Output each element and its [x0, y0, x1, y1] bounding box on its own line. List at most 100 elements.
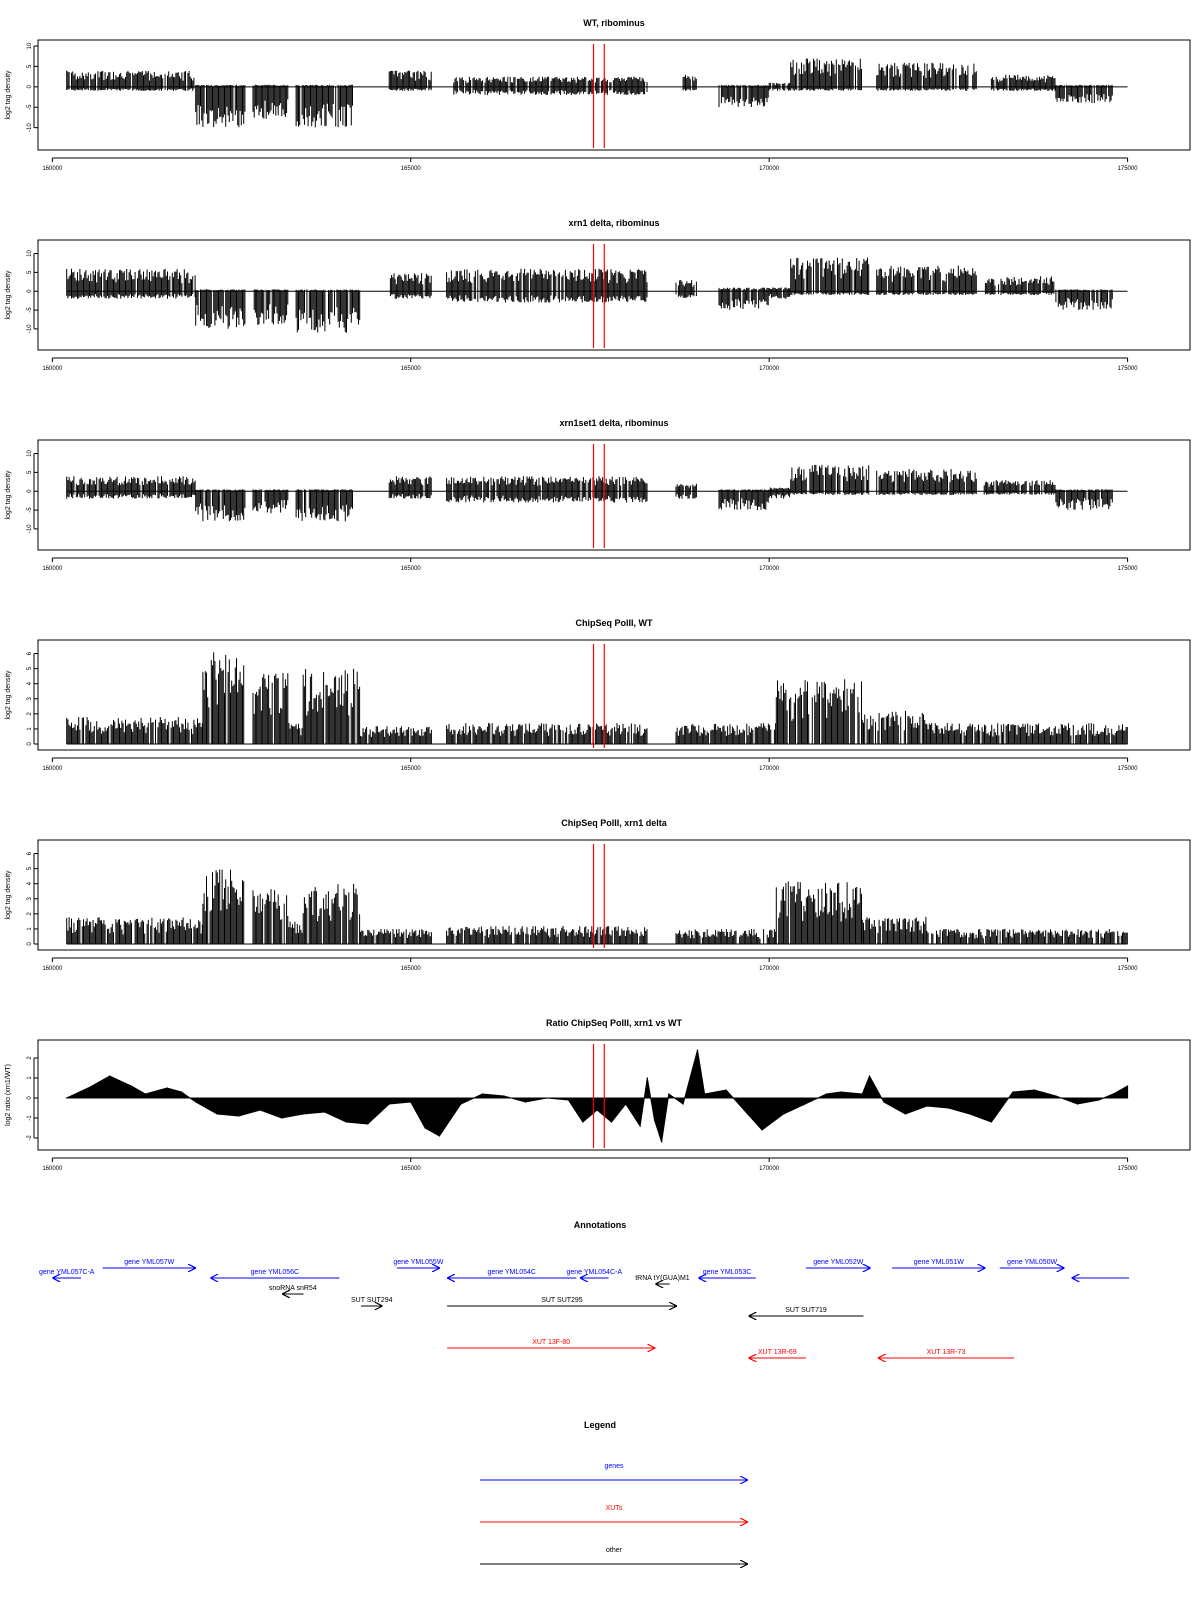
x-tick-label: 175000 — [1118, 166, 1139, 172]
ratio-point-7 — [180, 1091, 182, 1093]
signal-bars — [202, 652, 245, 744]
x-tick-label: 160000 — [42, 566, 63, 572]
signal-bars — [195, 289, 246, 329]
y-tick-label: 3 — [27, 896, 33, 900]
annotation-sut-sut719: SUT SUT719 — [748, 1307, 864, 1316]
x-tick-label: 175000 — [1118, 966, 1139, 972]
signal-segment-3 — [252, 489, 289, 514]
ratio-point-40 — [747, 1113, 749, 1115]
annotation-label: gene YML051W — [914, 1259, 964, 1266]
plot-frame — [37, 639, 1191, 751]
annotation-gene-yml054c-a: gene YML054C-A — [566, 1269, 622, 1278]
signal-segment-2 — [202, 869, 245, 944]
y-tick-label: 10 — [27, 42, 33, 49]
signal-bars — [288, 921, 303, 944]
annotation-gene-yml053c: gene YML053C — [698, 1269, 756, 1278]
ratio-point-60 — [1126, 1085, 1129, 1087]
annotation-gene-yml050w: gene YML050W — [999, 1259, 1065, 1268]
annotation-label: gene YML052W — [813, 1259, 863, 1266]
signal-bars — [389, 273, 432, 299]
legend-entry-other: other — [480, 1547, 748, 1564]
ratio-point-59 — [1112, 1093, 1114, 1095]
y-tick-label: 5 — [27, 470, 33, 474]
signal-bars — [446, 722, 648, 744]
signal-segment-7 — [675, 280, 697, 298]
ratio-point-39 — [725, 1089, 727, 1091]
signal-bars — [984, 276, 1055, 295]
signal-bars — [675, 929, 777, 944]
ratio-point-18 — [410, 1101, 412, 1103]
y-tick-label: -5 — [27, 104, 33, 110]
x-tick-label: 170000 — [759, 366, 780, 372]
y-tick-label: 6 — [27, 651, 33, 655]
x-tick-label: 165000 — [401, 366, 422, 372]
signal-bars — [768, 287, 791, 299]
y-tick-label: -1 — [27, 1115, 33, 1121]
y-tick-label: -5 — [27, 307, 33, 313]
annotation-label: gene YML057C-A — [39, 1269, 95, 1276]
signal-bars — [990, 74, 1056, 91]
signal-bars — [295, 289, 361, 333]
signal-segment-6 — [446, 476, 648, 503]
ratio-point-17 — [388, 1103, 390, 1105]
ratio-point-46 — [861, 1093, 863, 1095]
y-axis-label: log2 tag density — [5, 870, 12, 920]
y-tick-label: -5 — [27, 507, 33, 513]
signal-bars — [195, 84, 246, 128]
annotation-label: gene YML057W — [124, 1259, 174, 1266]
panel-title: ChipSeq PolII, WT — [576, 618, 653, 628]
legend-items: genes XUTs other — [480, 1463, 748, 1564]
ratio-point-27 — [582, 1121, 584, 1123]
signal-bars — [718, 287, 769, 310]
signal-bars — [360, 929, 432, 944]
track-panel-4: ChipSeq PolII, WT log2 tag density 0 1 2 3 4 5 6… — [5, 618, 1191, 772]
signal-bars — [446, 268, 648, 303]
y-tick-label: 0 — [27, 1096, 33, 1100]
annotation-label: XUT 13R-73 — [927, 1349, 966, 1356]
signal-segment-10 — [790, 257, 870, 295]
signal-segment-11 — [876, 469, 977, 495]
y-tick-label: 0 — [27, 289, 33, 293]
annotation-label: tRNA tY(GUA)M1 — [635, 1275, 690, 1282]
ratio-point-22 — [481, 1093, 484, 1095]
legend-title: Legend — [584, 1420, 616, 1430]
x-tick-label: 170000 — [759, 766, 780, 772]
annotation-label: SUT SUT295 — [541, 1297, 583, 1304]
signal-bars — [682, 74, 697, 91]
annotation-sut-sut294: SUT SUT294 — [351, 1297, 393, 1306]
ratio-point-32 — [646, 1077, 648, 1079]
plot-frame — [37, 839, 1191, 951]
y-tick-label: 2 — [27, 912, 33, 916]
signal-segment-12 — [984, 276, 1055, 295]
signal-bars — [675, 483, 697, 499]
y-tick-label: 5 — [27, 666, 33, 670]
signal-segment-12 — [990, 74, 1056, 91]
signal-bars — [768, 487, 791, 499]
signal-segment-10 — [861, 710, 927, 744]
y-tick-label: 5 — [27, 64, 33, 68]
panel-title: xrn1 delta, ribominus — [568, 218, 659, 228]
signal-segment-4 — [288, 723, 303, 744]
ratio-point-55 — [1033, 1089, 1035, 1091]
signal-bars — [790, 257, 870, 295]
y-tick-label: 6 — [27, 851, 33, 855]
ratio-point-30 — [625, 1103, 627, 1105]
signal-segment-13 — [1055, 289, 1113, 310]
ratio-point-33 — [653, 1119, 656, 1121]
signal-bars — [66, 717, 203, 744]
signal-segment-3 — [253, 289, 289, 325]
signal-bars — [252, 489, 289, 514]
signal-bars — [388, 70, 432, 91]
signal-track — [66, 1049, 1129, 1143]
signal-track — [66, 257, 1128, 333]
ratio-point-54 — [1012, 1091, 1014, 1093]
annotation-gene-yml051w: gene YML051W — [892, 1259, 986, 1268]
signal-bars — [861, 916, 927, 944]
ratio-point-37 — [696, 1049, 699, 1051]
ratio-point-45 — [840, 1091, 842, 1093]
signal-track — [66, 652, 1128, 745]
annotation-label: gene YML055W — [393, 1259, 443, 1266]
ratio-point-35 — [668, 1093, 670, 1095]
